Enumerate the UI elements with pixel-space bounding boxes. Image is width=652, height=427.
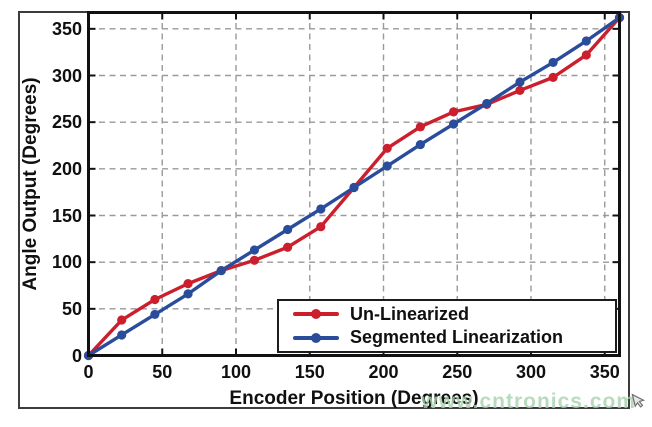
x-tick-label: 150 <box>294 362 325 382</box>
plot-border <box>87 11 621 357</box>
x-tick-label: 50 <box>152 362 173 382</box>
mouse-cursor-icon <box>631 393 646 408</box>
legend: Un-Linearized Segmented Linearization <box>277 299 617 353</box>
y-tick-label: 250 <box>51 112 82 133</box>
legend-marker-red <box>293 309 339 320</box>
x-tick-label: 300 <box>515 362 547 382</box>
y-tick-label: 0 <box>71 345 82 366</box>
x-axis-title: Encoder Position (Degrees) <box>229 388 479 409</box>
y-tick-label: 350 <box>51 18 82 39</box>
y-tick-label: 50 <box>61 298 82 319</box>
series-segmented-linearization <box>83 13 625 361</box>
x-tick-label: 100 <box>220 362 252 382</box>
y-tick-label: 200 <box>51 158 82 179</box>
x-tick-label: 200 <box>368 362 399 382</box>
x-tick-label: 250 <box>442 362 473 382</box>
y-axis-title: Angle Output (Degrees) <box>20 77 41 291</box>
legend-marker-blue <box>293 332 339 343</box>
legend-label: Segmented Linearization <box>350 327 564 348</box>
y-tick-label: 300 <box>51 65 82 86</box>
x-tick-label: 350 <box>589 362 620 382</box>
x-tick-label: 0 <box>83 362 94 382</box>
legend-item-un-linearized: Un-Linearized <box>279 303 615 325</box>
watermark: www.cntronics.com <box>421 390 636 413</box>
y-tick-label: 100 <box>51 252 82 273</box>
gridlines <box>88 12 620 356</box>
legend-item-segmented-linearization: Segmented Linearization <box>279 327 615 349</box>
legend-label: Un-Linearized <box>350 303 470 324</box>
y-tick-label: 150 <box>51 205 82 226</box>
